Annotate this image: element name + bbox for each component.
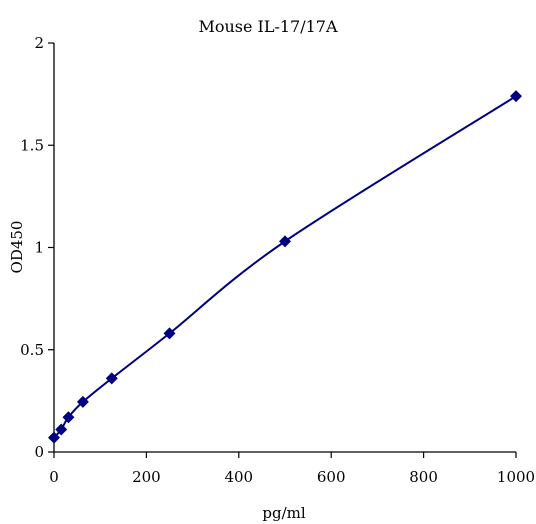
x-tick-label: 200 xyxy=(132,468,161,486)
chart-title: Mouse IL-17/17A xyxy=(198,17,338,36)
data-point xyxy=(48,431,60,444)
data-point xyxy=(76,395,89,408)
y-tick-label: 2 xyxy=(34,34,44,52)
data-point xyxy=(55,423,68,436)
series-points xyxy=(48,90,522,444)
data-point xyxy=(163,327,176,340)
series-curve xyxy=(53,95,517,439)
x-tick-label: 1000 xyxy=(497,468,535,486)
y-tick-label: 0.5 xyxy=(20,341,44,359)
data-point xyxy=(62,411,75,424)
data-point xyxy=(105,372,118,385)
y-tick-label: 1.5 xyxy=(20,136,44,154)
axis-ticks: 0 200 400 600 800 1000 0 0.5 1 1.5 2 xyxy=(20,34,535,486)
x-tick-label: 0 xyxy=(49,468,59,486)
y-tick-label: 1 xyxy=(34,239,44,257)
data-point xyxy=(510,90,522,103)
y-tick-label: 0 xyxy=(34,443,44,461)
x-tick-label: 400 xyxy=(224,468,253,486)
data-point xyxy=(279,235,291,248)
series-line xyxy=(53,95,517,439)
x-tick-label: 800 xyxy=(409,468,438,486)
y-axis-label: OD450 xyxy=(8,221,26,274)
x-tick-label: 600 xyxy=(317,468,346,486)
axes xyxy=(53,43,516,453)
x-axis-label: pg/ml xyxy=(262,504,305,522)
